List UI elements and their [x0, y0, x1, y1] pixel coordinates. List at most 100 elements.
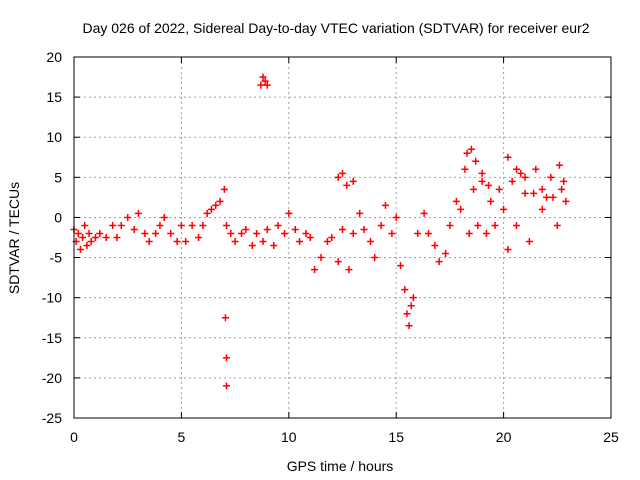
- grid: [74, 57, 611, 418]
- data-point: [381, 201, 389, 209]
- data-point: [405, 322, 413, 330]
- x-axis-title: GPS time / hours: [287, 458, 394, 474]
- data-point: [470, 185, 478, 193]
- data-point: [508, 177, 516, 185]
- data-point: [558, 185, 566, 193]
- data-point: [212, 201, 220, 209]
- data-point: [248, 242, 256, 250]
- plot-frame: [73, 56, 612, 419]
- data-point: [495, 185, 503, 193]
- data-point: [521, 173, 529, 181]
- axis-ticks: 0 5 10 15 20 25 -25 -20 -15 -10 -5 0 5 10 15 20: [42, 49, 619, 445]
- data-point: [388, 229, 396, 237]
- data-point: [285, 209, 293, 217]
- data-point: [343, 181, 351, 189]
- data-point: [141, 229, 149, 237]
- data-point: [220, 185, 228, 193]
- data-point: [525, 238, 533, 246]
- data-point: [306, 234, 314, 241]
- data-point: [223, 354, 231, 362]
- data-point: [504, 246, 512, 254]
- data-point: [203, 209, 211, 217]
- y-tick-label: 5: [54, 169, 62, 185]
- data-point: [281, 229, 289, 237]
- data-point: [371, 254, 379, 262]
- data-point: [221, 314, 229, 322]
- data-point: [407, 302, 415, 310]
- data-point: [291, 225, 299, 233]
- data-point: [345, 266, 353, 274]
- x-tick-label: 15: [388, 429, 404, 445]
- data-point: [261, 77, 269, 85]
- data-point: [465, 229, 473, 237]
- data-point: [253, 229, 261, 237]
- data-point: [435, 258, 443, 266]
- data-point: [296, 238, 304, 246]
- data-point: [83, 242, 91, 250]
- data-point: [270, 242, 278, 250]
- data-point: [152, 229, 160, 237]
- data-point: [349, 229, 357, 237]
- data-point: [242, 225, 250, 233]
- data-point: [207, 205, 215, 213]
- data-point: [117, 221, 125, 229]
- data-point: [560, 177, 568, 185]
- data-point: [134, 209, 142, 217]
- y-tick-label: 0: [54, 209, 62, 225]
- data-point: [227, 229, 235, 237]
- data-point: [532, 165, 540, 173]
- data-point: [431, 242, 439, 250]
- data-point: [334, 258, 342, 266]
- data-point: [311, 266, 319, 274]
- data-point: [424, 229, 432, 237]
- data-point: [478, 169, 486, 177]
- data-point: [96, 229, 104, 237]
- data-point: [231, 238, 239, 246]
- data-point: [349, 177, 357, 185]
- data-point: [555, 161, 563, 169]
- y-tick-label: -10: [42, 290, 62, 306]
- data-point: [124, 213, 132, 221]
- data-point: [160, 213, 168, 221]
- data-point: [366, 238, 374, 246]
- data-point: [463, 149, 471, 157]
- data-point: [392, 213, 400, 221]
- data-point: [474, 221, 482, 229]
- data-point: [512, 165, 520, 173]
- data-point: [173, 238, 181, 246]
- x-tick-label: 5: [178, 429, 186, 445]
- data-point: [81, 221, 89, 229]
- data-point: [547, 173, 555, 181]
- data-point: [76, 246, 84, 254]
- data-point: [467, 145, 475, 153]
- data-point: [360, 225, 368, 233]
- data-point: [500, 205, 508, 213]
- data-point: [334, 173, 342, 181]
- data-point: [377, 221, 385, 229]
- data-point: [195, 234, 203, 241]
- data-point: [420, 209, 428, 217]
- data-point: [538, 185, 546, 193]
- data-point: [323, 238, 331, 246]
- data-point: [543, 193, 551, 201]
- data-point: [216, 197, 224, 205]
- data-point: [238, 229, 246, 237]
- data-point: [461, 165, 469, 173]
- y-tick-label: -25: [42, 410, 62, 426]
- data-points: [70, 73, 570, 390]
- data-point: [87, 238, 95, 246]
- data-point: [409, 294, 417, 302]
- y-tick-label: -20: [42, 370, 62, 386]
- y-tick-label: 20: [46, 49, 62, 65]
- data-point: [130, 225, 138, 233]
- data-point: [79, 234, 87, 241]
- data-point: [414, 229, 422, 237]
- data-point: [487, 197, 495, 205]
- data-point: [512, 221, 520, 229]
- data-point: [452, 197, 460, 205]
- data-point: [517, 169, 525, 177]
- data-point: [403, 310, 411, 318]
- y-tick-label: 10: [46, 129, 62, 145]
- data-point: [478, 177, 486, 185]
